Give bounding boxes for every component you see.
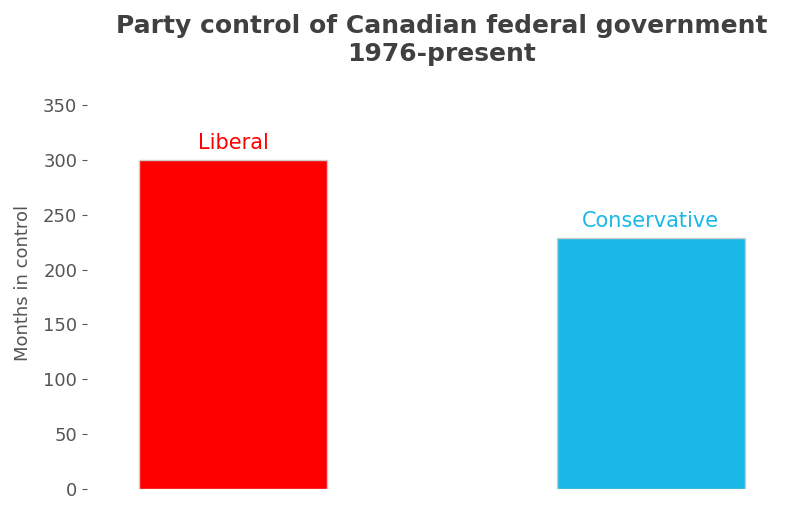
- Text: Conservative: Conservative: [582, 211, 719, 231]
- Y-axis label: Months in control: Months in control: [14, 205, 32, 361]
- Text: Liberal: Liberal: [198, 133, 268, 153]
- Bar: [557, 237, 744, 489]
- Title: Party control of Canadian federal government
1976-present: Party control of Canadian federal govern…: [116, 14, 768, 66]
- Bar: [139, 160, 327, 489]
